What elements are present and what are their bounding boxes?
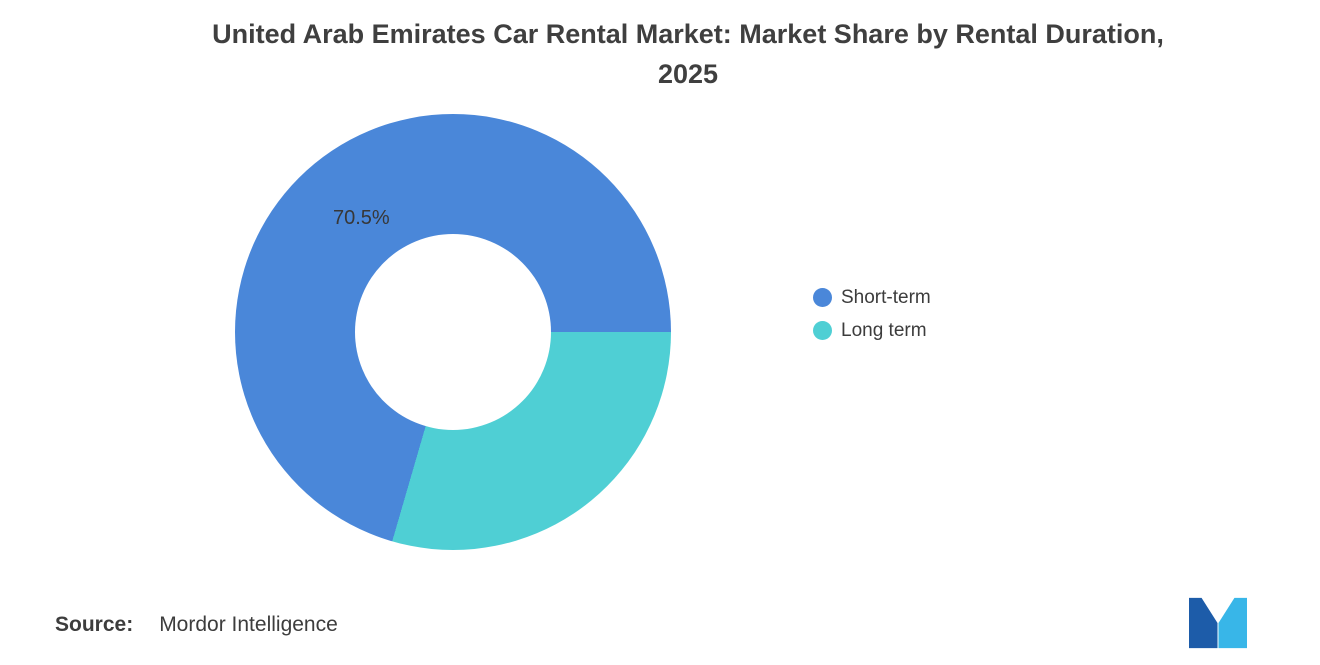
legend: Short-term Long term (813, 284, 931, 350)
legend-marker-long-term (813, 321, 832, 340)
source-prefix: Source: (55, 613, 134, 636)
legend-label-short-term: Short-term (841, 286, 931, 308)
legend-label-long-term: Long term (841, 319, 927, 341)
slice-label-short-term: 70.5% (333, 207, 390, 229)
chart-title: United Arab Emirates Car Rental Market: … (28, 14, 1320, 94)
chart-title-line1: United Arab Emirates Car Rental Market: … (212, 19, 1164, 49)
mordor-intelligence-logo (1189, 597, 1247, 649)
source-note: Source: Mordor Intelligence (55, 613, 338, 637)
chart-title-line2: 2025 (657, 59, 719, 89)
donut-hole (355, 234, 551, 430)
legend-marker-short-term (813, 288, 832, 307)
donut-chart[interactable]: 70.5% (235, 114, 671, 550)
legend-item-short-term[interactable]: Short-term (813, 284, 931, 311)
logo-left-shape (1189, 597, 1218, 649)
legend-item-long-term[interactable]: Long term (813, 317, 931, 344)
source-text: Mordor Intelligence (159, 613, 338, 636)
logo-right-shape (1218, 597, 1247, 649)
